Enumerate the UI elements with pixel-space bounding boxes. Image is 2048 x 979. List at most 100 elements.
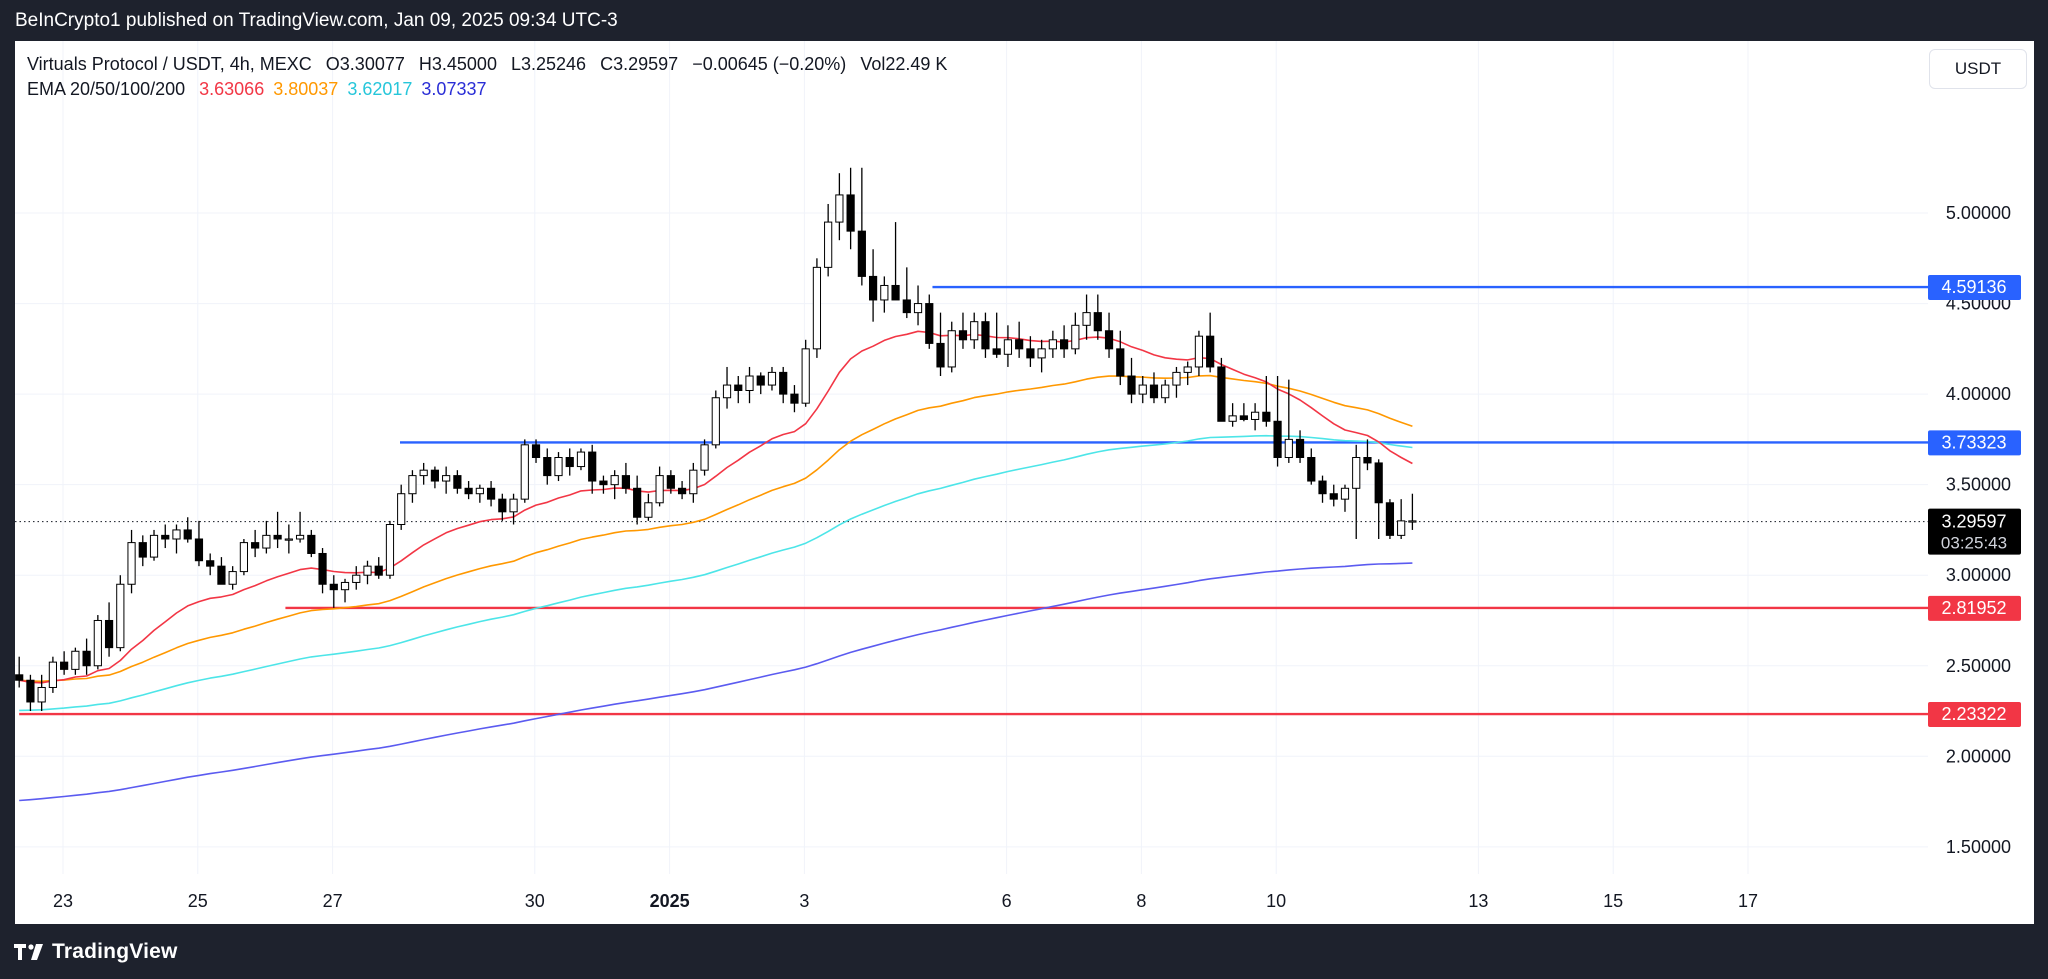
grid [15,41,1928,874]
candle-bear [891,284,900,301]
candle-bear [251,542,260,549]
candle-bear [925,303,934,344]
candle-bear [531,444,541,458]
candle-bear [1239,415,1248,420]
level-tag-label: 3.73323 [1941,432,2006,452]
candle-bull [689,469,698,495]
x-tick-label: 13 [1468,891,1488,911]
ema200-line [19,562,1413,802]
x-tick-label: 23 [53,891,73,911]
candle-bear [1206,335,1215,368]
candle-bull [352,574,361,583]
candle-bear [194,538,204,562]
volume: Vol22.49 K [860,54,947,74]
candle-bear [677,487,687,495]
candle-bear [599,480,608,486]
key-levels [15,285,1928,716]
candle-bull [1340,487,1350,500]
candle-bull [116,583,125,649]
candle-bull [554,457,563,477]
currency-button[interactable]: USDT [1929,49,2027,89]
symbol-row: Virtuals Protocol / USDT, 4h, MEXC O3.30… [27,52,956,77]
ema200-value: 3.07337 [421,79,487,99]
x-tick-label: 3 [799,891,809,911]
y-tick-label: 3.00000 [1946,565,2011,585]
time-axis[interactable]: 23 25 27 30 2025 3 6 8 10 13 15 17 [53,891,1758,911]
published-text: BeInCrypto1 published on TradingView.com… [15,10,618,31]
candle-bull [419,469,428,477]
candle-bull [835,194,844,223]
ema20-value: 3.63066 [199,79,265,99]
candle-bear [1295,438,1305,458]
candle-bull [947,330,956,368]
candle-bear [104,619,114,649]
x-tick-label: 2025 [650,891,690,911]
candle-bear [273,534,282,540]
volume-label: Vol [860,54,886,74]
candle-bear [1026,348,1035,359]
candle-bear [1127,375,1136,395]
x-tick-label: 6 [1002,891,1012,911]
ema-label[interactable]: EMA 20/50/100/200 [27,79,186,99]
candle-bear [756,375,765,386]
candle-bear [161,534,170,540]
candle-bull [1037,348,1046,359]
price-chart[interactable]: 5.000004.500004.000003.500003.000002.500… [15,41,2034,924]
candle-bear [902,299,911,314]
x-tick-label: 15 [1603,891,1623,911]
candle-bear [60,661,69,670]
candle-bull [228,571,237,585]
candle-bull [1082,312,1091,326]
ohlc-high: H3.45000 [419,54,497,74]
candle-bull [295,534,305,540]
candle-bull [1071,324,1080,350]
candle-bull [1228,415,1237,422]
candle-bull [509,498,518,513]
ohlc-low: L3.25246 [511,54,586,74]
ema-row: EMA 20/50/100/200 3.63066 3.80037 3.6201… [27,77,956,102]
tradingview-logo[interactable]: TradingView [0,940,178,964]
candle-bear [1059,339,1069,350]
candle-bear [486,487,496,500]
support-level-tag [1928,702,2021,728]
price-axis[interactable]: 5.000004.500004.000003.500003.000002.500… [1928,203,2021,857]
candle-bull [812,266,822,350]
candle-bear [565,457,574,468]
candle-bull [71,650,80,670]
candle-bear [1318,480,1327,495]
candle-bear [1374,462,1383,504]
candle-bull [1172,371,1181,386]
last-price-label: 3.29597 [1941,512,2006,532]
chart-panel[interactable]: 5.00000 4.50000 4.00000 3.50000 3.00000 2.500… [15,41,2034,924]
candle-bull [655,475,664,504]
candle-bear [1104,330,1114,350]
y-tick-label: 2.00000 [1946,746,2011,766]
candle-bear [981,321,990,350]
candle-bull [442,475,451,482]
candle-bull [397,493,406,526]
candle-bear [857,230,866,277]
level-tag-label: 2.23322 [1941,704,2006,724]
footer: TradingView [0,924,2048,979]
candle-bull [767,371,777,386]
candle-bear [1385,502,1395,536]
candle-bull [1048,339,1057,350]
x-tick-label: 30 [525,891,545,911]
candle-bull [711,397,720,446]
volume-value: 22.49 K [885,54,948,74]
candle-bear [453,475,462,489]
level-tag-label: 2.81952 [1941,598,2006,618]
candle-bull [48,661,57,688]
y-tick-label: 2.50000 [1946,656,2011,676]
candle-bear [790,393,799,404]
candle-bull [1352,457,1361,489]
candle-bear [1329,493,1338,500]
last-price-tag [1928,508,2021,555]
candle-bear [992,348,1001,355]
candle-bull [1284,438,1293,458]
symbol-name[interactable]: Virtuals Protocol / USDT, 4h, MEXC [27,54,312,74]
candle-bear [1116,348,1125,377]
y-tick-label: 3.50000 [1946,475,2011,495]
candle-bear [846,194,855,232]
candle-bull [1194,335,1204,368]
